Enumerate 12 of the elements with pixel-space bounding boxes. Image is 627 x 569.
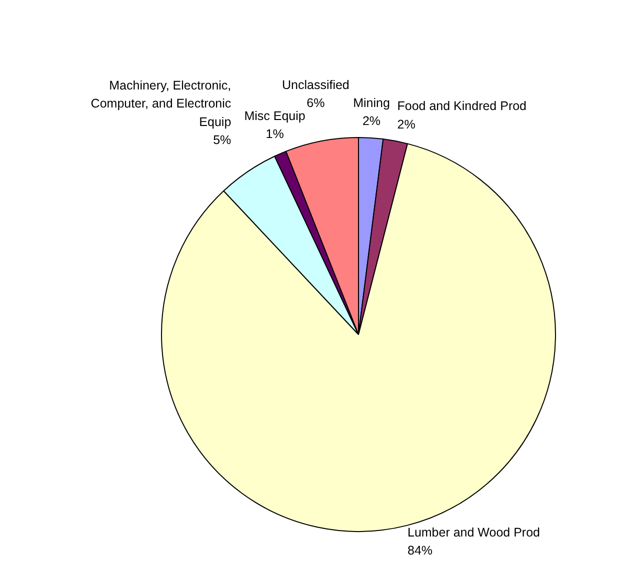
slice-label: Food and Kindred Prod (397, 99, 527, 114)
data-label: 1% (266, 127, 284, 142)
slice-label: Lumber and Wood Prod (407, 525, 540, 540)
slice-label: Machinery, Electronic, Computer, and Electronic Equip (90, 78, 232, 129)
data-label: 84% (407, 544, 433, 558)
slice-label: Unclassified (282, 78, 350, 92)
slice-label: Mining (353, 96, 390, 110)
data-label: 5% (213, 133, 232, 148)
data-label: 2% (397, 117, 416, 132)
slice-label: Misc Equip (244, 108, 306, 123)
data-label: 6% (306, 96, 325, 110)
data-label: 2% (362, 114, 381, 128)
